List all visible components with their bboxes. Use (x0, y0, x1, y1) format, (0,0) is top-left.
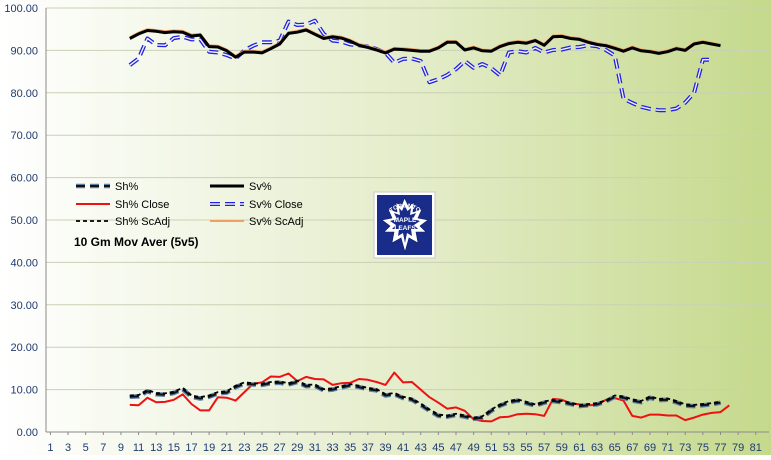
svg-text:LEAFS: LEAFS (394, 225, 416, 232)
x-tick-label: 47 (450, 442, 462, 454)
x-tick-label: 15 (168, 442, 180, 454)
x-tick-label: 1 (47, 442, 53, 454)
x-tick-label: 43 (415, 442, 427, 454)
x-tick-label: 53 (503, 442, 515, 454)
legend: Sh% Sv% Sh% Close Sv% Close Sh% ScAdj Sv% ScA… (76, 181, 303, 228)
legend-label: Sv% (249, 181, 272, 193)
x-tick-label: 31 (309, 442, 321, 454)
x-tick-label: 59 (556, 442, 568, 454)
y-tick-label: 0.00 (17, 427, 38, 439)
legend-label: Sv% ScAdj (249, 216, 303, 228)
y-tick-label: 10.00 (10, 385, 38, 397)
x-tick-label: 27 (274, 442, 286, 454)
x-tick-label: 51 (485, 442, 497, 454)
x-tick-label: 19 (203, 442, 215, 454)
x-tick-label: 49 (468, 442, 480, 454)
y-tick-label: 90.00 (10, 45, 38, 57)
series-line-sh-pct-scadj (129, 379, 721, 419)
x-axis-ticks: 1 3 5 7 9 11 13 15 17 19 21 23 25 27 29 31 33 35 37 39 41 43 4… (47, 432, 762, 454)
y-tick-label: 80.00 (10, 88, 38, 100)
chart-annotation: 10 Gm Mov Aver (5v5) (74, 235, 199, 249)
x-tick-label: 11 (133, 442, 144, 454)
y-tick-label: 50.00 (10, 215, 38, 227)
x-tick-label: 17 (185, 442, 197, 454)
x-tick-label: 81 (750, 442, 762, 454)
x-tick-label: 57 (538, 442, 550, 454)
x-tick-label: 79 (732, 442, 744, 454)
x-tick-label: 69 (644, 442, 656, 454)
x-tick-label: 13 (150, 442, 162, 454)
x-tick-label: 3 (65, 442, 71, 454)
x-tick-label: 71 (661, 442, 673, 454)
y-tick-label: 20.00 (10, 342, 38, 354)
series-lines (128, 18, 730, 423)
maple-leafs-logo: MAPLE LEAFS TORONTO (373, 191, 436, 259)
x-tick-label: 21 (221, 442, 233, 454)
x-tick-label: 29 (291, 442, 303, 454)
y-tick-label: 30.00 (10, 300, 38, 312)
x-tick-label: 77 (714, 442, 726, 454)
x-tick-label: 41 (397, 442, 409, 454)
x-tick-label: 37 (362, 442, 374, 454)
legend-label: Sh% Close (115, 199, 169, 211)
x-tick-label: 35 (344, 442, 356, 454)
x-tick-label: 65 (609, 442, 621, 454)
y-tick-label: 60.00 (10, 173, 38, 185)
svg-text:MAPLE: MAPLE (394, 217, 417, 224)
x-tick-label: 33 (326, 442, 338, 454)
x-tick-label: 67 (626, 442, 638, 454)
series-line-sh-pct (129, 381, 721, 420)
x-tick-label: 61 (573, 442, 585, 454)
x-tick-label: 75 (697, 442, 709, 454)
y-tick-label: 100.00 (4, 3, 38, 15)
series-line-sv-pct-close (129, 20, 712, 111)
series-line-sh-pct-close (129, 371, 730, 423)
legend-label: Sh% (115, 181, 138, 193)
x-tick-label: 9 (118, 442, 124, 454)
x-tick-label: 63 (591, 442, 603, 454)
legend-label: Sv% Close (249, 199, 303, 211)
x-tick-label: 7 (100, 442, 106, 454)
x-tick-label: 5 (83, 442, 89, 454)
x-tick-label: 23 (238, 442, 250, 454)
series-line-sv-pct (129, 28, 721, 59)
x-tick-label: 73 (679, 442, 691, 454)
x-tick-label: 25 (256, 442, 268, 454)
y-tick-label: 70.00 (10, 130, 38, 142)
y-tick-label: 40.00 (10, 257, 38, 269)
x-tick-label: 55 (520, 442, 532, 454)
x-tick-label: 45 (432, 442, 444, 454)
legend-label: Sh% ScAdj (115, 216, 170, 228)
y-axis-ticks: 0.00 10.00 20.00 30.00 40.00 50.00 60.00 70.00 8… (4, 3, 38, 439)
svg-text:TORONTO: TORONTO (389, 203, 421, 214)
x-tick-label: 39 (379, 442, 391, 454)
